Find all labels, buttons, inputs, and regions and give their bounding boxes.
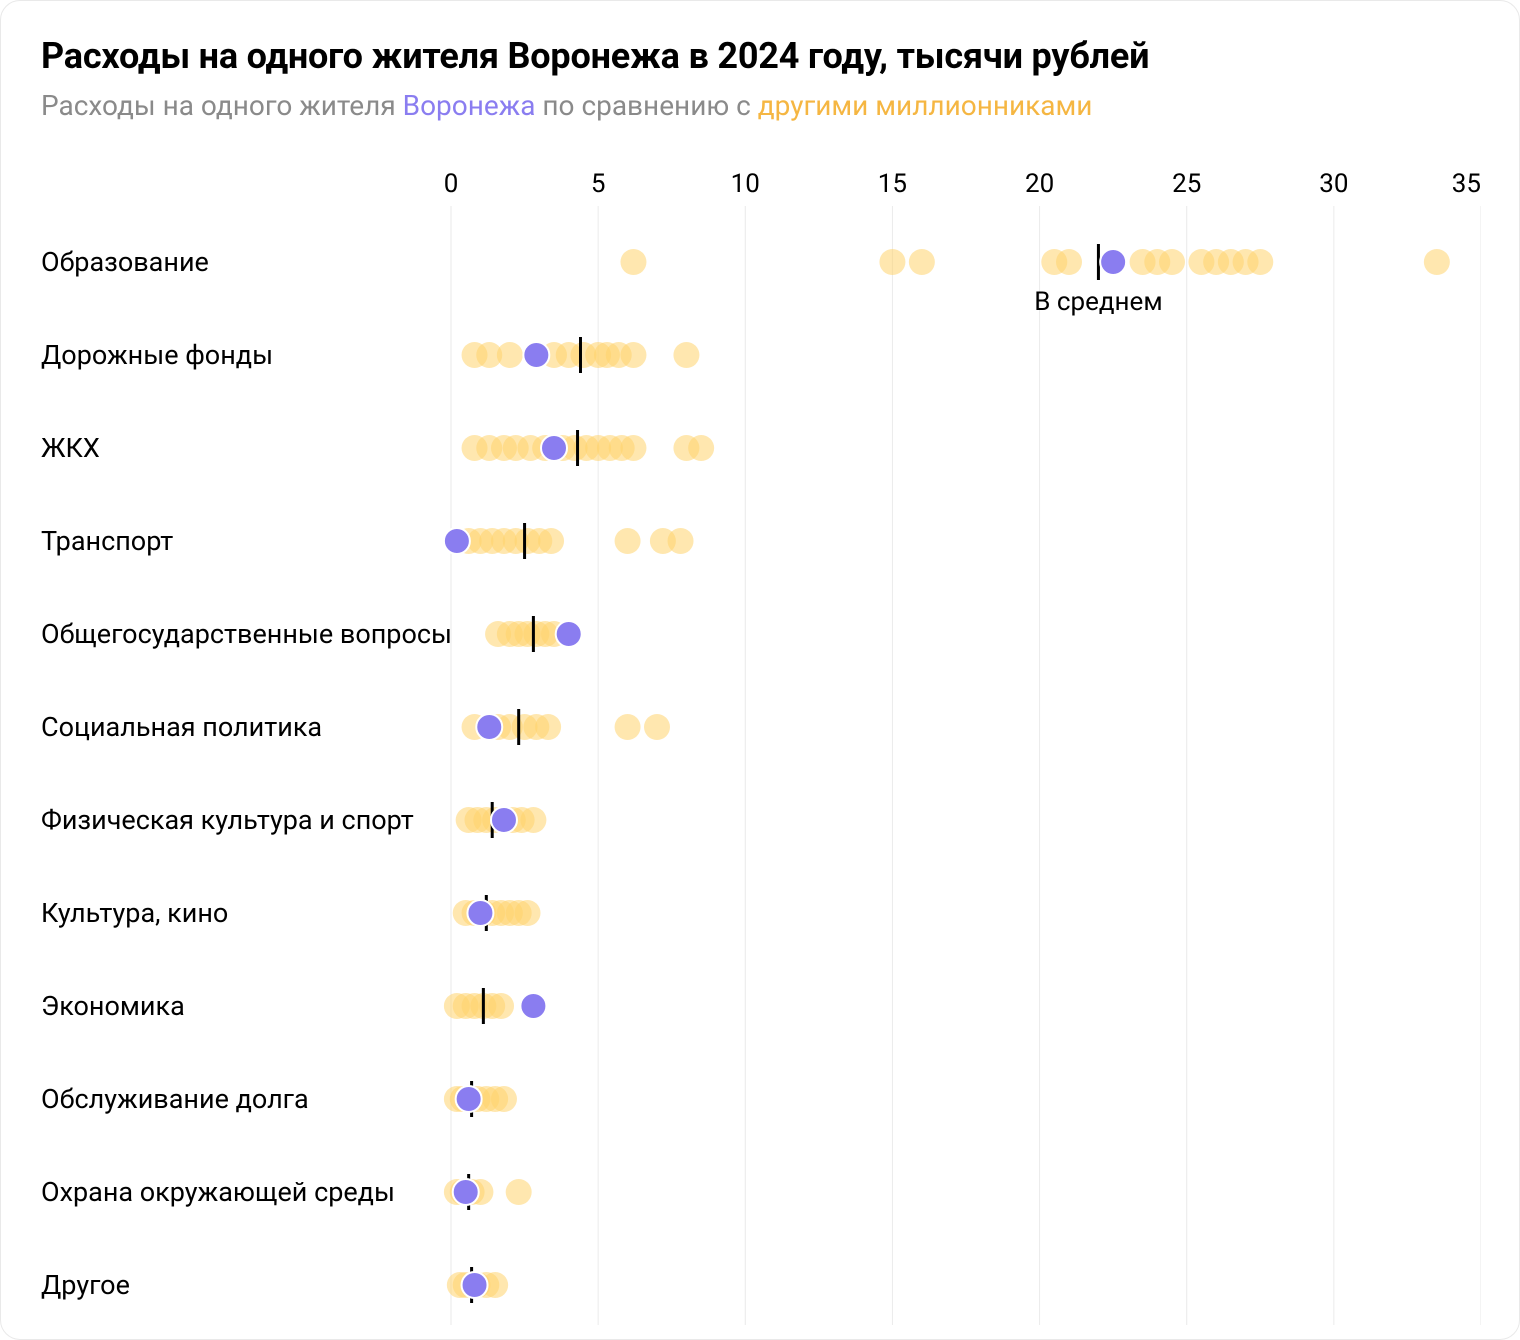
x-tick-label: 20 — [1025, 169, 1054, 199]
other-city-dot — [668, 528, 694, 554]
subtitle-hl1: Воронежа — [403, 89, 536, 122]
other-city-dot — [488, 993, 514, 1019]
chart-area: 0 5 10 15 20 25 30 35 Образование Дорожные фонды Ж… — [41, 152, 1479, 1335]
primary-city-dot — [467, 900, 493, 926]
x-tick-label: 10 — [731, 169, 760, 199]
category-label: Экономика — [41, 990, 185, 1022]
other-city-dot — [515, 900, 541, 926]
category-label: Транспорт — [41, 525, 173, 557]
category-label: Дорожные фонды — [41, 339, 273, 371]
subtitle-pre: Расходы на одного жителя — [41, 89, 403, 122]
chart-title: Расходы на одного жителя Воронежа в 2024… — [41, 35, 1479, 77]
other-city-dot — [620, 249, 646, 275]
other-city-dot — [538, 528, 564, 554]
other-city-dot — [879, 249, 905, 275]
other-city-dot — [497, 342, 523, 368]
chart-card: Расходы на одного жителя Воронежа в 2024… — [0, 0, 1520, 1340]
category-label: Общегосударственные вопросы — [41, 618, 452, 650]
other-city-dot — [688, 435, 714, 461]
other-city-dot — [1247, 249, 1273, 275]
category-label: Культура, кино — [41, 897, 228, 929]
subtitle-mid: по сравнению с — [535, 89, 757, 122]
x-tick-label: 0 — [444, 169, 459, 199]
primary-city-dot — [541, 435, 567, 461]
category-label: Физическая культура и спорт — [41, 804, 414, 836]
primary-city-dot — [462, 1272, 488, 1298]
other-city-dot — [644, 714, 670, 740]
category-label: Социальная политика — [41, 711, 322, 743]
x-tick-label: 15 — [878, 169, 907, 199]
other-city-dot — [1159, 249, 1185, 275]
other-city-dot — [506, 1179, 532, 1205]
x-tick-label: 25 — [1172, 169, 1201, 199]
primary-city-dot — [444, 528, 470, 554]
category-label: Охрана окружающей среды — [41, 1176, 395, 1208]
category-label: ЖКХ — [41, 432, 100, 464]
chart-subtitle: Расходы на одного жителя Воронежа по сра… — [41, 89, 1479, 122]
other-city-dot — [909, 249, 935, 275]
mean-annotation: В среднем — [1034, 287, 1162, 317]
x-tick-label: 35 — [1452, 169, 1481, 199]
primary-city-dot — [1100, 249, 1126, 275]
other-city-dot — [520, 807, 546, 833]
other-city-dot — [1056, 249, 1082, 275]
primary-city-dot — [520, 993, 546, 1019]
primary-city-dot — [556, 621, 582, 647]
x-tick-label: 5 — [591, 169, 606, 199]
other-city-dot — [615, 528, 641, 554]
dot-strip-chart: 0 5 10 15 20 25 30 35 Образование Дорожные фонды Ж… — [41, 152, 1481, 1335]
other-city-dot — [491, 1086, 517, 1112]
primary-city-dot — [491, 807, 517, 833]
subtitle-hl2: другими миллионниками — [758, 89, 1093, 122]
primary-city-dot — [456, 1086, 482, 1112]
primary-city-dot — [523, 342, 549, 368]
other-city-dot — [615, 714, 641, 740]
category-label: Другое — [41, 1269, 130, 1301]
x-tick-label: 30 — [1319, 169, 1348, 199]
primary-city-dot — [453, 1179, 479, 1205]
other-city-dot — [673, 342, 699, 368]
category-label: Образование — [41, 246, 209, 278]
other-city-dot — [620, 342, 646, 368]
primary-city-dot — [476, 714, 502, 740]
other-city-dot — [1424, 249, 1450, 275]
other-city-dot — [620, 435, 646, 461]
other-city-dot — [535, 714, 561, 740]
category-label: Обслуживание долга — [41, 1083, 309, 1115]
